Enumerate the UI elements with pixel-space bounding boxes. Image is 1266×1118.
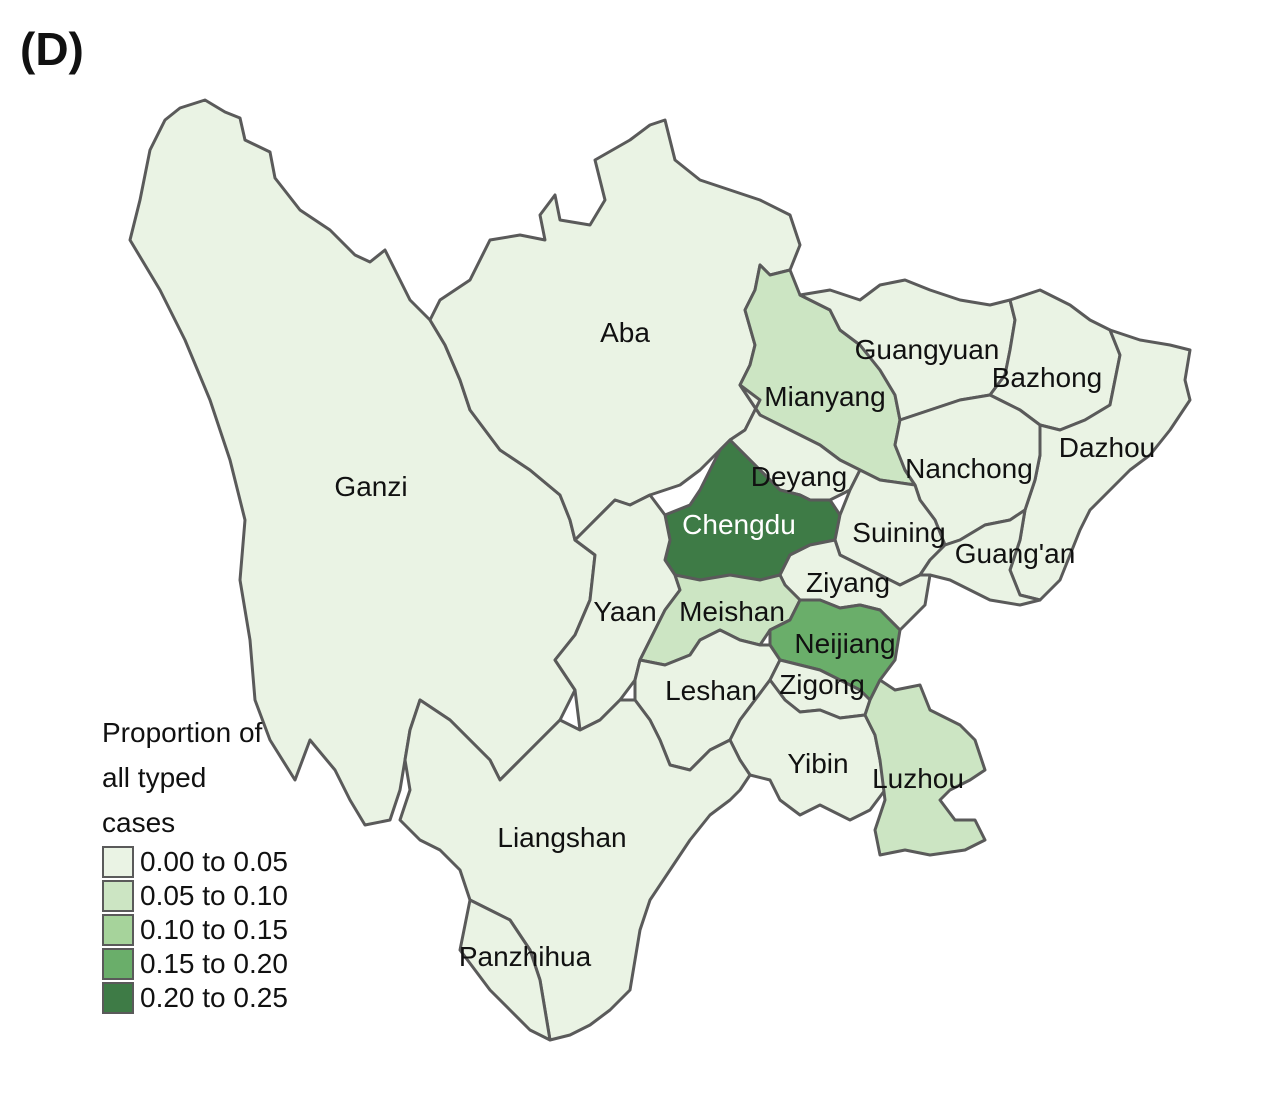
region-label: Liangshan bbox=[497, 822, 626, 853]
legend-label: 0.20 to 0.25 bbox=[140, 982, 288, 1013]
legend-label: 0.10 to 0.15 bbox=[140, 914, 288, 945]
legend-row: 0.05 to 0.10 bbox=[102, 879, 302, 913]
legend: Proportion of all typed cases 0.00 to 0.… bbox=[102, 710, 302, 1015]
region-label: Neijiang bbox=[794, 628, 895, 659]
region-label: Bazhong bbox=[992, 362, 1103, 393]
region-label: Guang'an bbox=[955, 538, 1076, 569]
panel-label: (D) bbox=[20, 23, 84, 75]
region-label: Meishan bbox=[679, 596, 785, 627]
region-liangshan[interactable] bbox=[398, 698, 752, 1042]
region-label: Deyang bbox=[751, 461, 848, 492]
region-label: Nanchong bbox=[905, 453, 1033, 484]
region-label: Leshan bbox=[665, 675, 757, 706]
region-label: Mianyang bbox=[764, 381, 885, 412]
legend-swatch bbox=[102, 982, 134, 1014]
region-label: Aba bbox=[600, 317, 650, 348]
legend-label: 0.05 to 0.10 bbox=[140, 880, 288, 911]
legend-row: 0.15 to 0.20 bbox=[102, 947, 302, 981]
region-label: Yibin bbox=[787, 748, 848, 779]
legend-swatch bbox=[102, 880, 134, 912]
region-luzhou[interactable] bbox=[863, 678, 987, 857]
legend-row: 0.20 to 0.25 bbox=[102, 981, 302, 1015]
region-label: Suining bbox=[852, 517, 945, 548]
region-label: Zigong bbox=[779, 669, 865, 700]
region-label: Luzhou bbox=[872, 763, 964, 794]
legend-row: 0.00 to 0.05 bbox=[102, 845, 302, 879]
region-dazhou[interactable] bbox=[1008, 328, 1192, 602]
region-label: Dazhou bbox=[1059, 432, 1156, 463]
legend-row: 0.10 to 0.15 bbox=[102, 913, 302, 947]
legend-swatch bbox=[102, 948, 134, 980]
legend-title: Proportion of all typed cases bbox=[102, 717, 263, 838]
legend-label: 0.00 to 0.05 bbox=[140, 846, 288, 877]
regions-layer bbox=[128, 98, 1192, 1042]
legend-label: 0.15 to 0.20 bbox=[140, 948, 288, 979]
region-label: Guangyuan bbox=[855, 334, 1000, 365]
region-label: Yaan bbox=[593, 596, 656, 627]
region-panzhihua[interactable] bbox=[458, 898, 552, 1042]
legend-swatch bbox=[102, 914, 134, 946]
region-label: Chengdu bbox=[682, 509, 796, 540]
region-label: Ganzi bbox=[334, 471, 407, 502]
region-label: Panzhihua bbox=[459, 941, 592, 972]
region-label: Ziyang bbox=[806, 567, 890, 598]
legend-swatch bbox=[102, 846, 134, 878]
